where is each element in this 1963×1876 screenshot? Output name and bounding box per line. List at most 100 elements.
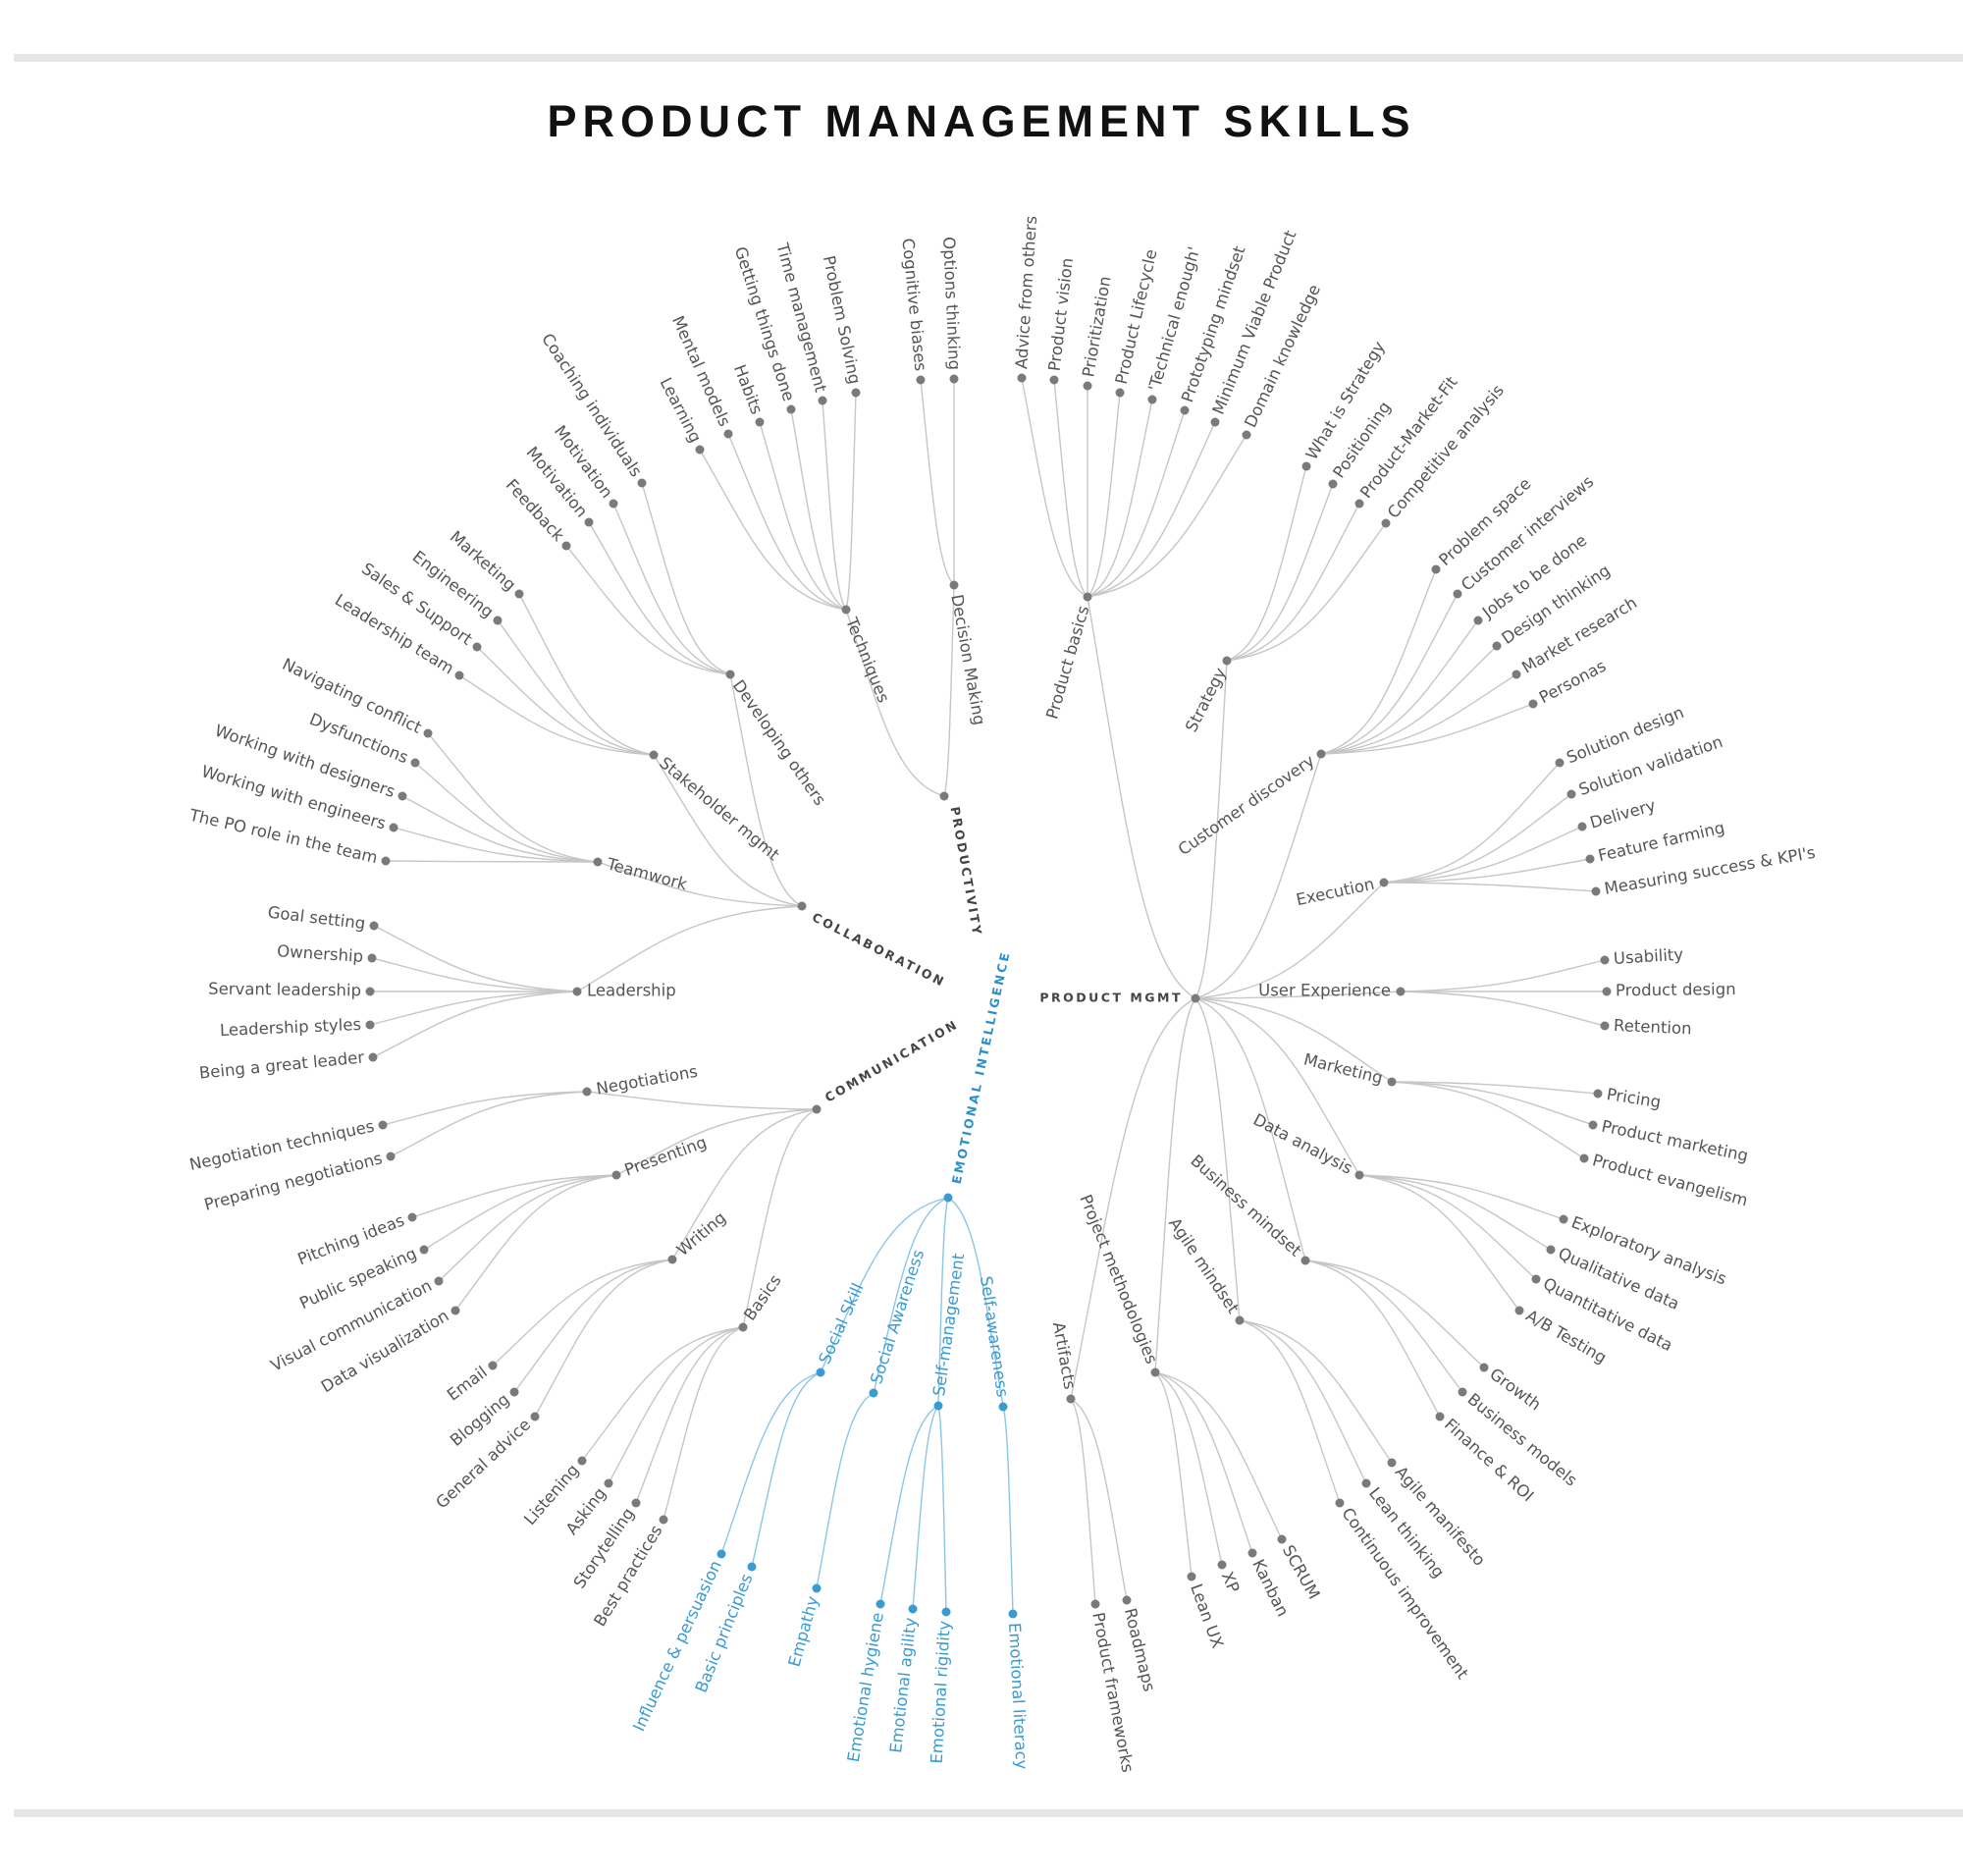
tree-link: [1070, 997, 1196, 1400]
tree-link: [1383, 858, 1591, 884]
tree-link: [373, 925, 578, 992]
tree-link: [1154, 1371, 1223, 1566]
tree-link: [742, 1108, 818, 1328]
group-label-presenting: Presenting: [622, 1133, 710, 1180]
leaf-node-advice-from-others: [1017, 373, 1027, 383]
leaf-node-measuring-success-kpi-s: [1591, 886, 1601, 896]
root-node-productivity: [939, 791, 949, 801]
tree-link: [1304, 1260, 1485, 1368]
leaf-label-being-a-great-leader: Being a great leader: [198, 1047, 365, 1082]
leaf-node-lean-thinking: [1361, 1478, 1371, 1488]
leaf-node-problem-space: [1431, 564, 1441, 574]
leaf-node-habits: [755, 417, 765, 427]
tree-link: [1226, 465, 1307, 662]
tree-link: [597, 861, 803, 907]
tree-link: [385, 860, 599, 863]
tree-link: [1383, 793, 1572, 884]
leaf-label-prioritization: Prioritization: [1079, 275, 1114, 379]
group-node-product-basics: [1083, 592, 1092, 602]
leaf-node-asking: [604, 1478, 613, 1488]
tree-link: [454, 1174, 617, 1312]
tree-link: [1154, 1371, 1253, 1554]
tree-link: [920, 379, 955, 586]
tree-link: [586, 1091, 818, 1110]
leaf-label-roadmaps: Roadmaps: [1121, 1606, 1159, 1693]
group-label-basics: Basics: [740, 1271, 785, 1324]
leaf-label-sales-support: Sales & Support: [358, 560, 476, 650]
leaf-label-cognitive-biases: Cognitive biases: [898, 238, 929, 372]
tree-link: [1391, 1081, 1594, 1126]
leaf-node-marketing: [514, 589, 524, 599]
group-label-social-awareness: Social Awareness: [867, 1247, 928, 1386]
leaf-node-empathy: [812, 1583, 822, 1593]
tree-link: [822, 400, 847, 611]
leaf-node-solution-design: [1555, 758, 1565, 768]
tree-link: [729, 673, 803, 907]
leaf-node-agile-manifesto: [1387, 1458, 1397, 1468]
root-node-communication: [812, 1104, 822, 1114]
tree-link: [1358, 1174, 1565, 1220]
group-node-basics: [738, 1322, 748, 1332]
tree-link: [790, 408, 847, 611]
leaf-label-leadership-team: Leadership team: [332, 590, 457, 677]
tree-link: [1194, 997, 1393, 1083]
leaf-node-technical-enough: [1147, 395, 1157, 404]
tree-link: [458, 674, 655, 756]
tree-link: [534, 1259, 673, 1418]
leaf-node-jobs-to-be-done: [1473, 616, 1483, 625]
tree-link: [943, 584, 955, 797]
group-label-negotiations: Negotiations: [595, 1062, 699, 1099]
group-node-techniques: [841, 605, 851, 615]
leaf-node-motivation: [609, 499, 618, 509]
leaf-node-data-visualization: [451, 1306, 460, 1315]
leaf-node-product-frameworks: [1090, 1599, 1100, 1609]
leaf-node-leadership-styles: [365, 1020, 375, 1030]
group-label-leadership: Leadership: [587, 982, 676, 1000]
leaf-node-learning: [695, 445, 705, 455]
leaf-node-lean-ux: [1187, 1572, 1196, 1581]
leaf-node-qualitative-data: [1546, 1245, 1556, 1255]
leaf-node-pitching-ideas: [407, 1212, 417, 1222]
tree-link: [1358, 1174, 1552, 1251]
tree-link: [401, 795, 599, 863]
tree-link: [612, 503, 731, 675]
tree-link: [390, 1091, 588, 1157]
leaf-node-time-management: [818, 396, 827, 405]
leaf-label-what-is-strategy: What is Strategy: [1302, 338, 1389, 463]
tree-link: [518, 593, 655, 756]
leaf-node-problem-solving: [851, 388, 861, 398]
tree-link: [492, 1259, 673, 1367]
tree-link: [1304, 1260, 1463, 1393]
root-node-emotional-intelligence: [943, 1193, 953, 1203]
leaf-label-usability: Usability: [1613, 945, 1684, 968]
bottom-divider: [14, 1809, 1963, 1817]
tree-link: [937, 1405, 947, 1613]
group-label-writing: Writing: [673, 1208, 729, 1260]
leaf-node-scrum: [1277, 1534, 1287, 1544]
tree-link: [371, 957, 578, 992]
group-label-customer-discovery: Customer discovery: [1175, 751, 1318, 859]
leaf-node-product-evangelism: [1579, 1153, 1589, 1163]
leaf-node-delivery: [1577, 822, 1587, 831]
leaf-node-usability: [1600, 955, 1610, 965]
tree-link: [1226, 483, 1334, 662]
leaf-node-listening: [577, 1456, 587, 1466]
group-node-self-awareness: [998, 1402, 1008, 1412]
group-node-customer-discovery: [1316, 749, 1326, 759]
tree-link: [393, 827, 599, 863]
tree-link: [751, 1371, 822, 1568]
leaf-node-blogging: [509, 1387, 519, 1397]
group-node-leadership: [572, 987, 582, 996]
tree-link: [1194, 991, 1402, 999]
leaf-label-advice-from-others: Advice from others: [1012, 215, 1040, 369]
tree-link: [1087, 434, 1247, 598]
leaf-node-product-vision: [1049, 375, 1059, 385]
leaf-node-options-thinking: [949, 374, 959, 384]
tree-link: [1087, 399, 1153, 598]
leaf-label-problem-space: Problem space: [1435, 474, 1534, 569]
group-node-decision-making: [949, 580, 959, 590]
tree-link: [845, 609, 945, 797]
tree-link: [1087, 596, 1196, 999]
tree-link: [565, 545, 731, 675]
